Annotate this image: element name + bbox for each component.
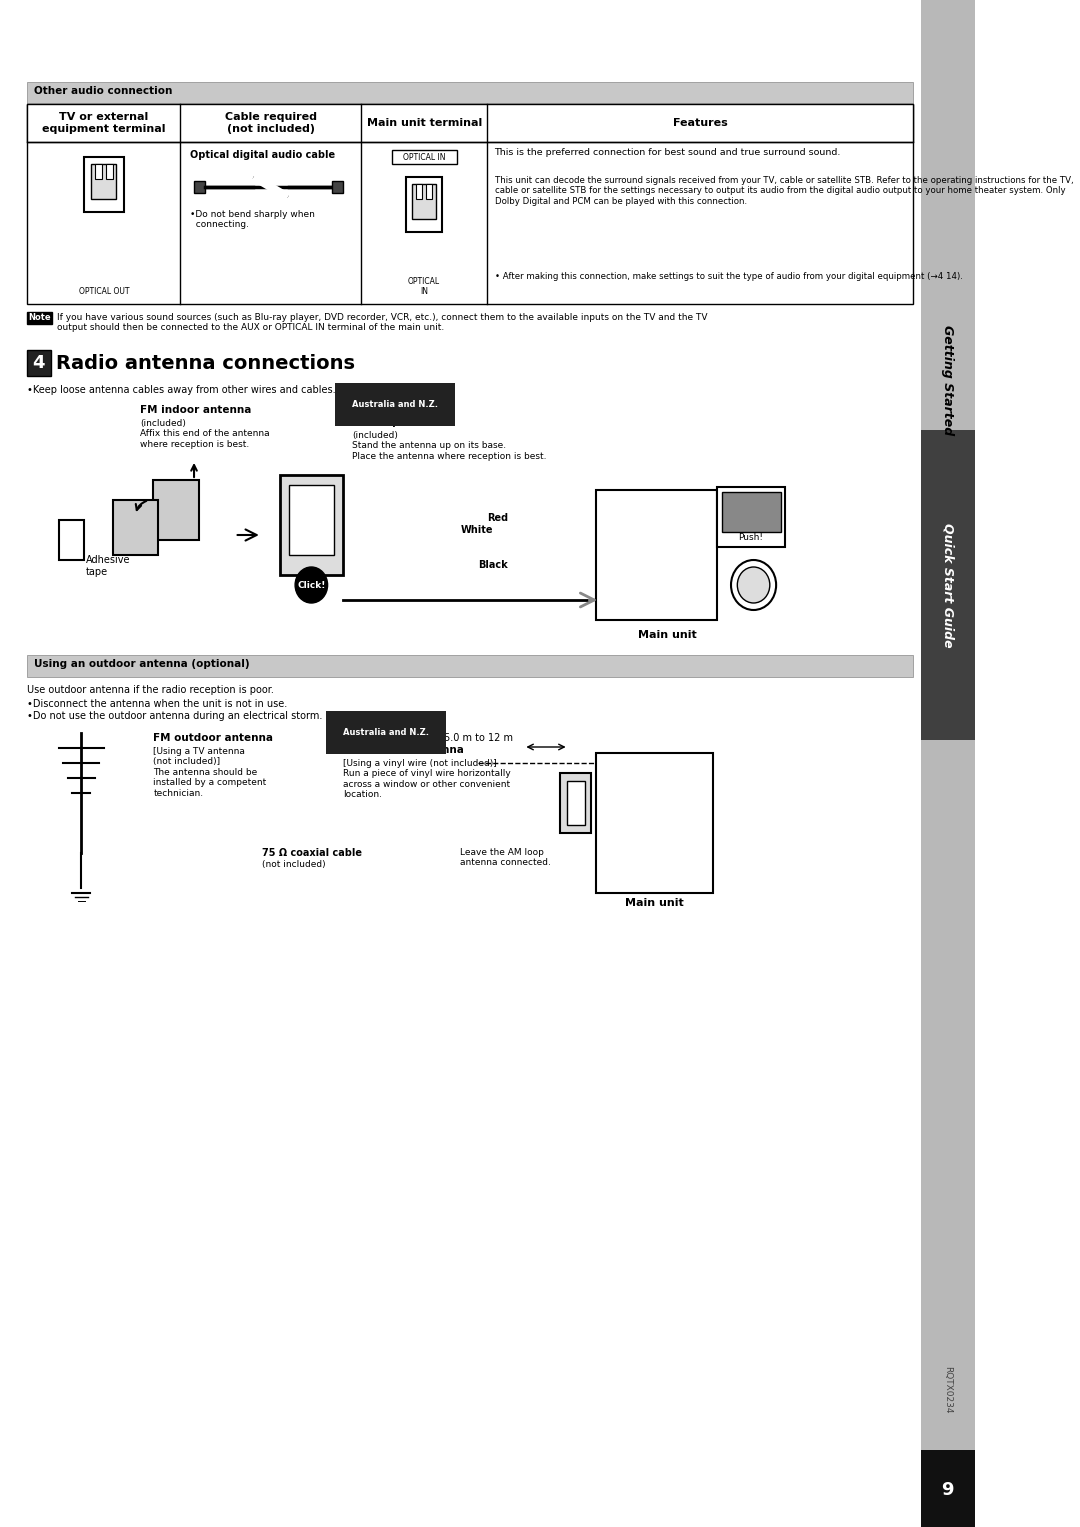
Bar xyxy=(27,104,914,142)
Bar xyxy=(194,182,205,192)
Bar xyxy=(27,655,914,676)
Bar xyxy=(920,0,974,1527)
Text: (not included): (not included) xyxy=(261,860,325,869)
Text: (included)
Stand the antenna up on its base.
Place the antenna where reception i: (included) Stand the antenna up on its b… xyxy=(352,431,546,461)
Text: OPTICAL
IN: OPTICAL IN xyxy=(408,276,441,296)
Bar xyxy=(920,1451,974,1527)
Bar xyxy=(112,499,158,554)
Bar xyxy=(333,182,343,192)
Text: Australia and N.Z.: Australia and N.Z. xyxy=(343,728,429,738)
Bar xyxy=(567,780,584,825)
Text: OPTICAL IN: OPTICAL IN xyxy=(403,153,445,162)
Bar xyxy=(84,157,123,212)
Text: •Disconnect the antenna when the unit is not in use.: •Disconnect the antenna when the unit is… xyxy=(27,699,287,709)
Circle shape xyxy=(295,567,327,603)
Bar xyxy=(91,163,117,199)
Text: 75 Ω coaxial cable: 75 Ω coaxial cable xyxy=(261,847,362,858)
Text: Using an outdoor antenna (optional): Using an outdoor antenna (optional) xyxy=(35,660,249,669)
Text: •Keep loose antenna cables away from other wires and cables.: •Keep loose antenna cables away from oth… xyxy=(27,385,336,395)
Text: [Using a TV antenna
(not included)]
The antenna should be
installed by a compete: [Using a TV antenna (not included)] The … xyxy=(153,747,267,797)
Text: 5.0 m to 12 m: 5.0 m to 12 m xyxy=(444,733,513,744)
Text: This unit can decode the surround signals received from your TV, cable or satell: This unit can decode the surround signal… xyxy=(495,176,1074,206)
Bar xyxy=(58,521,84,560)
Text: Black: Black xyxy=(478,560,508,570)
Bar xyxy=(27,312,52,324)
Text: RQTX0234: RQTX0234 xyxy=(943,1367,953,1414)
Circle shape xyxy=(738,567,770,603)
Text: Adhesive
tape: Adhesive tape xyxy=(85,554,131,577)
Text: Cable required
(not included): Cable required (not included) xyxy=(225,111,316,134)
Bar xyxy=(95,163,102,179)
Text: FM outdoor antenna: FM outdoor antenna xyxy=(153,733,273,744)
Bar xyxy=(413,183,436,218)
Bar xyxy=(416,183,422,199)
Bar xyxy=(280,475,343,576)
Bar xyxy=(392,150,457,163)
Circle shape xyxy=(731,560,777,609)
Bar xyxy=(288,486,334,554)
Text: Main unit: Main unit xyxy=(625,898,684,909)
Text: TV or external
equipment terminal: TV or external equipment terminal xyxy=(42,111,165,134)
Bar xyxy=(596,490,717,620)
Bar xyxy=(27,82,914,104)
Text: •Do not bend sharply when
  connecting.: •Do not bend sharply when connecting. xyxy=(189,211,314,229)
Text: •Do not use the outdoor antenna during an electrical storm.: •Do not use the outdoor antenna during a… xyxy=(27,712,323,721)
Text: Main unit terminal: Main unit terminal xyxy=(366,118,482,128)
Text: Use outdoor antenna if the radio reception is poor.: Use outdoor antenna if the radio recepti… xyxy=(27,686,274,695)
Text: FM indoor antenna: FM indoor antenna xyxy=(140,405,252,415)
Text: (included)
Affix this end of the antenna
where reception is best.: (included) Affix this end of the antenna… xyxy=(140,418,270,449)
Text: Features: Features xyxy=(673,118,728,128)
Text: Main unit: Main unit xyxy=(638,631,698,640)
Text: OPTICAL OUT: OPTICAL OUT xyxy=(79,287,129,296)
Text: AM outdoor antenna: AM outdoor antenna xyxy=(343,745,463,754)
Text: This is the preferred connection for best sound and true surround sound.: This is the preferred connection for bes… xyxy=(495,148,841,157)
Bar xyxy=(426,183,432,199)
Text: Leave the AM loop
antenna connected.: Leave the AM loop antenna connected. xyxy=(460,847,551,867)
Text: Quick Start Guide: Quick Start Guide xyxy=(941,522,954,647)
Text: Optical digital audio cable: Optical digital audio cable xyxy=(189,150,335,160)
Text: AM loop antenna: AM loop antenna xyxy=(352,417,451,428)
Text: If you have various sound sources (such as Blu-ray player, DVD recorder, VCR, et: If you have various sound sources (such … xyxy=(57,313,707,333)
Text: Australia and N.Z.: Australia and N.Z. xyxy=(352,400,438,409)
Text: Note: Note xyxy=(28,313,51,322)
Text: 9: 9 xyxy=(942,1481,954,1500)
Bar xyxy=(717,487,785,547)
Bar xyxy=(723,492,781,531)
Text: Push!: Push! xyxy=(739,533,764,542)
Text: Getting Started: Getting Started xyxy=(941,325,954,435)
Text: • After making this connection, make settings to suit the type of audio from you: • After making this connection, make set… xyxy=(495,272,962,281)
Bar xyxy=(596,753,713,893)
Text: [Using a vinyl wire (not included)]
Run a piece of vinyl wire horizontally
acros: [Using a vinyl wire (not included)] Run … xyxy=(343,759,511,799)
Text: Other audio connection: Other audio connection xyxy=(35,86,173,96)
Text: Click!: Click! xyxy=(297,580,325,589)
Text: 4: 4 xyxy=(32,354,45,373)
Bar xyxy=(153,479,199,541)
Text: Red: Red xyxy=(487,513,509,524)
Text: White: White xyxy=(460,525,492,534)
Bar xyxy=(406,177,442,232)
Bar xyxy=(27,350,51,376)
Text: Radio antenna connections: Radio antenna connections xyxy=(56,354,355,373)
Bar xyxy=(559,773,591,834)
Bar xyxy=(920,431,974,741)
Bar xyxy=(27,104,914,304)
Bar xyxy=(106,163,112,179)
